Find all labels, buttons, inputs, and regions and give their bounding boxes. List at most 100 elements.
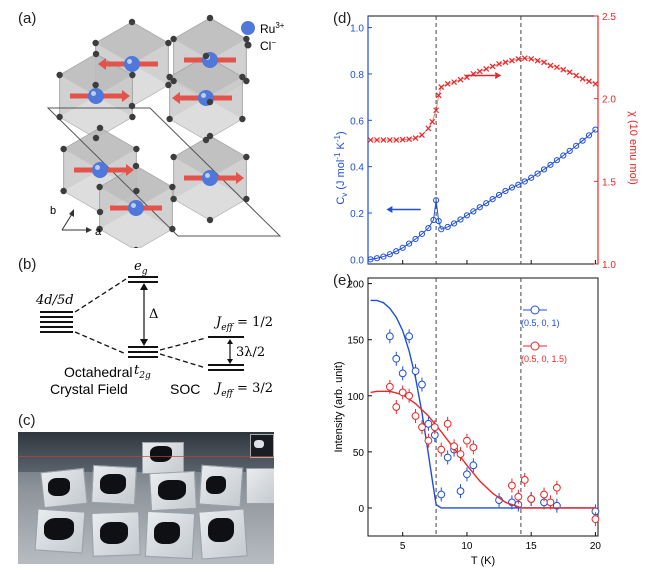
cl-atom <box>206 216 214 224</box>
cv-point <box>476 204 483 211</box>
data-point <box>540 490 548 499</box>
fit-curve <box>370 299 596 509</box>
level-4d5d <box>40 311 73 333</box>
octahedra-group <box>59 17 247 248</box>
data-point <box>411 367 420 376</box>
data-point <box>469 461 478 470</box>
level-t2g-label: t2g <box>134 363 151 381</box>
axis-a-label: a <box>95 226 102 238</box>
data-point <box>418 380 426 389</box>
panel-label-a: (a) <box>18 10 37 27</box>
cv-point <box>433 197 440 204</box>
cl-atom <box>166 115 173 123</box>
soc-splitting-label: 3λ/2 <box>236 345 265 360</box>
right-tick-label: 1.5 <box>602 177 616 188</box>
panel-label-e: (e) <box>333 272 352 289</box>
octahedron-face <box>99 208 173 248</box>
cl-atom <box>170 77 177 85</box>
right-tick-label: 1.0 <box>602 260 616 270</box>
data-point <box>520 476 529 484</box>
ru-highlight <box>91 91 96 96</box>
axis-a-arrowhead <box>86 227 92 233</box>
ru-atom <box>128 200 144 216</box>
left-tick-label: 1.0 <box>350 24 364 35</box>
spins-group <box>70 52 244 216</box>
ru-highlight <box>205 173 210 178</box>
spin-arrowhead <box>98 58 106 70</box>
cv-point <box>470 208 477 215</box>
ru-atom <box>202 170 218 186</box>
cl-atom <box>206 98 214 106</box>
data-point <box>508 481 516 490</box>
chi-axis-arrowhead <box>495 72 502 80</box>
data-point <box>437 445 446 454</box>
data-point <box>514 492 523 501</box>
cv-point <box>534 170 541 177</box>
cl-atom <box>133 145 140 153</box>
octahedron-face <box>99 166 173 208</box>
cl-atom <box>206 14 214 22</box>
legend-marker <box>530 305 540 315</box>
cv-point <box>502 187 509 195</box>
left-tick-label: 0.8 <box>350 70 364 81</box>
cl-atom <box>206 132 214 140</box>
cl-atom <box>60 145 67 153</box>
cv-point <box>380 253 387 260</box>
octahedron-face <box>95 22 169 64</box>
data-point <box>546 498 555 507</box>
crystal-structure-figure: Ru3+ Cl− a b <box>46 14 285 248</box>
cl-atom <box>170 153 177 161</box>
soc-label: SOC <box>170 381 200 397</box>
cl-atom <box>129 113 136 121</box>
octahedron-face <box>59 96 133 138</box>
cl-atom <box>133 246 139 248</box>
ru-atom <box>92 162 108 178</box>
data-point <box>398 388 407 397</box>
cv-point <box>386 251 393 258</box>
data-point <box>385 382 394 391</box>
cv-point <box>547 161 554 168</box>
data-point <box>527 495 536 503</box>
cv-point <box>508 184 516 191</box>
cl-atom <box>243 35 250 43</box>
left-tick-label: 0.4 <box>350 163 364 174</box>
cl-atoms-group <box>56 14 250 248</box>
cl-atom <box>96 225 103 233</box>
y-tick-label: 200 <box>347 280 364 291</box>
cv-point <box>399 244 406 251</box>
y-axis-label: Intensity (arb. unit) <box>333 361 345 452</box>
cv-point <box>483 200 490 207</box>
level-t2g <box>128 346 158 358</box>
octahedron-face <box>173 136 247 178</box>
cl-atom <box>243 195 250 203</box>
chart-d: 0.0 0.2 0.4 0.6 0.8 1.0 1.0 1.5 2.0 2.5 Cv (J mol-… <box>333 12 639 270</box>
chi-series-line <box>370 57 596 141</box>
delta-label: Δ <box>149 307 158 322</box>
data-point <box>424 436 433 445</box>
cv-point <box>495 191 503 199</box>
cv-point <box>515 181 522 188</box>
connector-lines <box>74 278 207 369</box>
cv-point <box>406 240 413 247</box>
cv-point <box>489 196 496 203</box>
data-point <box>418 423 426 432</box>
cl-atom <box>96 183 103 191</box>
ru-highlight <box>127 59 132 64</box>
cv-point <box>540 166 548 173</box>
data-point <box>463 436 471 445</box>
cl-atom <box>239 73 246 81</box>
panel-label-b: (b) <box>18 256 37 273</box>
cl-atom <box>133 187 140 195</box>
level-eg-label: eg <box>134 259 148 277</box>
crystal-samples-photo <box>18 432 274 564</box>
data-point <box>456 450 465 459</box>
data-point <box>405 391 414 400</box>
energy-level-diagram: 4d/5d eg t2g Δ Jeff = 1/2 Jeff = 3/2 3λ/… <box>35 259 273 399</box>
cv-point <box>444 223 451 231</box>
right-tick-label: 2.5 <box>602 12 616 23</box>
legend-label: (0.5, 0, 1) <box>521 318 560 328</box>
left-tick-label: 0.2 <box>350 209 364 220</box>
data-point <box>443 453 452 462</box>
data-point <box>405 332 414 341</box>
cv-point <box>560 152 567 159</box>
